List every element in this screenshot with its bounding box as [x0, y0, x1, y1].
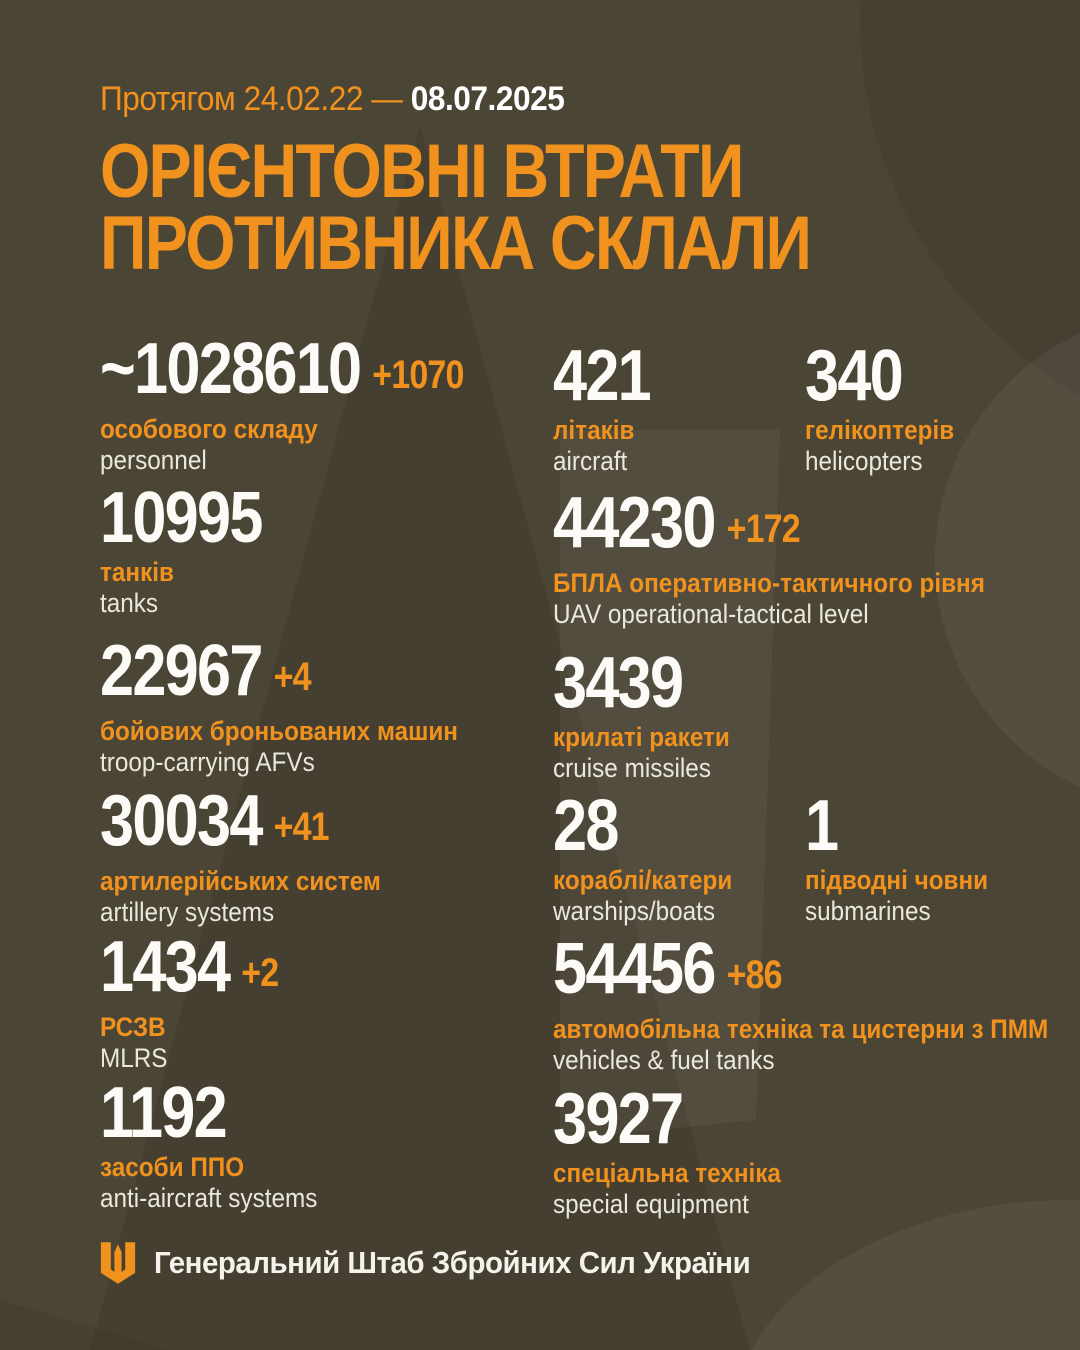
stat-value: 340 — [805, 336, 904, 416]
title-line-2: ПРОТИВНИКА СКЛАЛИ — [100, 201, 812, 286]
report-date: 08.07.2025 — [410, 80, 565, 118]
stat-aircraft: 421 літаків aircraft — [553, 340, 667, 477]
stat-value: 28 — [553, 786, 619, 866]
stat-label-en: UAV operational-tactical level — [553, 599, 869, 629]
stat-label-en: tanks — [100, 588, 159, 618]
stat-label-ua: крилаті ракети — [553, 722, 730, 752]
stat-uav: 44230 +172 БПЛА оперативно-тактичного рів… — [553, 487, 1033, 630]
stat-value: 10995 — [100, 478, 263, 558]
stat-personnel: ~1028610 +1070 особового складу personnel — [100, 333, 528, 476]
stat-delta: +172 — [726, 507, 801, 551]
stat-label-en: submarines — [805, 896, 931, 926]
page-title: ОРІЄНТОВНІ ВТРАТИ ПРОТИВНИКА СКЛАЛИ — [100, 129, 812, 286]
stat-delta: +41 — [273, 805, 330, 849]
stat-label-en: warships/boats — [553, 896, 716, 926]
stat-value: 44230 — [553, 483, 716, 563]
stat-value: 30034 — [100, 781, 263, 861]
stat-label-ua: літаків — [553, 415, 635, 445]
stat-value: 1434 — [100, 927, 231, 1007]
stat-value: 421 — [553, 336, 652, 416]
stat-label-ua: гелікоптерів — [805, 415, 955, 445]
stat-value: 22967 — [100, 631, 263, 711]
stat-mlrs: 1434 +2 РСЗВ MLRS — [100, 931, 310, 1074]
stat-delta: +86 — [726, 953, 783, 997]
org-name: Генеральний Штаб Збройних Сил України — [154, 1245, 751, 1280]
stat-label-en: aircraft — [553, 446, 628, 476]
stat-label-ua: танків — [100, 557, 174, 587]
stat-vehicles-fuel-tanks: 54456 +86 автомобільна техніка та цистерн… — [553, 933, 1080, 1076]
stat-artillery: 30034 +41 артилерійських систем artillery … — [100, 785, 412, 928]
stat-afv: 22967 +4 бойових броньованих машин troop-c… — [100, 635, 498, 778]
stat-helicopters: 340 гелікоптерів helicopters — [805, 340, 971, 477]
stat-value: ~1028610 — [100, 329, 362, 409]
footer: Генеральний Штаб Збройних Сил України — [100, 1240, 782, 1286]
stat-label-en: personnel — [100, 445, 207, 475]
stat-cruise-missiles: 3439 крилаті ракети cruise missiles — [553, 647, 750, 784]
stat-label-en: troop-carrying AFVs — [100, 747, 315, 777]
stat-label-ua: підводні човни — [805, 865, 989, 895]
stat-value: 1192 — [100, 1073, 228, 1153]
stat-value: 1 — [805, 786, 839, 866]
stat-label-en: anti-aircraft systems — [100, 1183, 318, 1213]
stat-value: 3439 — [553, 643, 684, 723]
stat-delta: +2 — [241, 951, 279, 995]
stat-label-ua: особового складу — [100, 414, 318, 444]
report-period: Протягом 24.02.22 — 08.07.2025 — [100, 80, 565, 119]
stat-label-ua: бойових броньованих машин — [100, 716, 458, 746]
stat-label-en: cruise missiles — [553, 753, 711, 783]
stat-delta: +1070 — [372, 353, 464, 397]
stat-submarines: 1 підводні човни submarines — [805, 790, 1008, 927]
stat-tanks: 10995 танків tanks — [100, 482, 290, 619]
stat-label-ua: РСЗВ — [100, 1012, 166, 1042]
stat-value: 54456 — [553, 929, 716, 1009]
period-label: Протягом 24.02.22 — — [100, 80, 403, 118]
stat-label-ua: засоби ППО — [100, 1152, 245, 1182]
stat-label-en: helicopters — [805, 446, 923, 476]
stat-label-en: artillery systems — [100, 897, 275, 927]
stat-label-ua: автомобільна техніка та цистерни з ПММ — [553, 1014, 1049, 1044]
stat-label-ua: кораблі/катери — [553, 865, 733, 895]
stat-anti-aircraft: 1192 засоби ППО anti-aircraft systems — [100, 1077, 342, 1214]
stat-value: 3927 — [553, 1079, 684, 1159]
stat-label-en: special equipment — [553, 1189, 749, 1219]
tryzub-icon — [100, 1242, 136, 1284]
stat-label-ua: спеціальна техніка — [553, 1158, 781, 1188]
stat-delta: +4 — [273, 655, 312, 699]
stat-label-ua: БПЛА оперативно-тактичного рівня — [553, 568, 985, 598]
stat-label-ua: артилерійських систем — [100, 866, 381, 896]
stat-label-en: MLRS — [100, 1043, 168, 1073]
stat-special-equipment: 3927 спеціальна техніка special equipment — [553, 1083, 806, 1220]
title-line-1: ОРІЄНТОВНІ ВТРАТИ — [100, 129, 744, 214]
stat-warships: 28 кораблі/катери warships/boats — [553, 790, 752, 927]
stat-label-en: vehicles & fuel tanks — [553, 1045, 775, 1075]
